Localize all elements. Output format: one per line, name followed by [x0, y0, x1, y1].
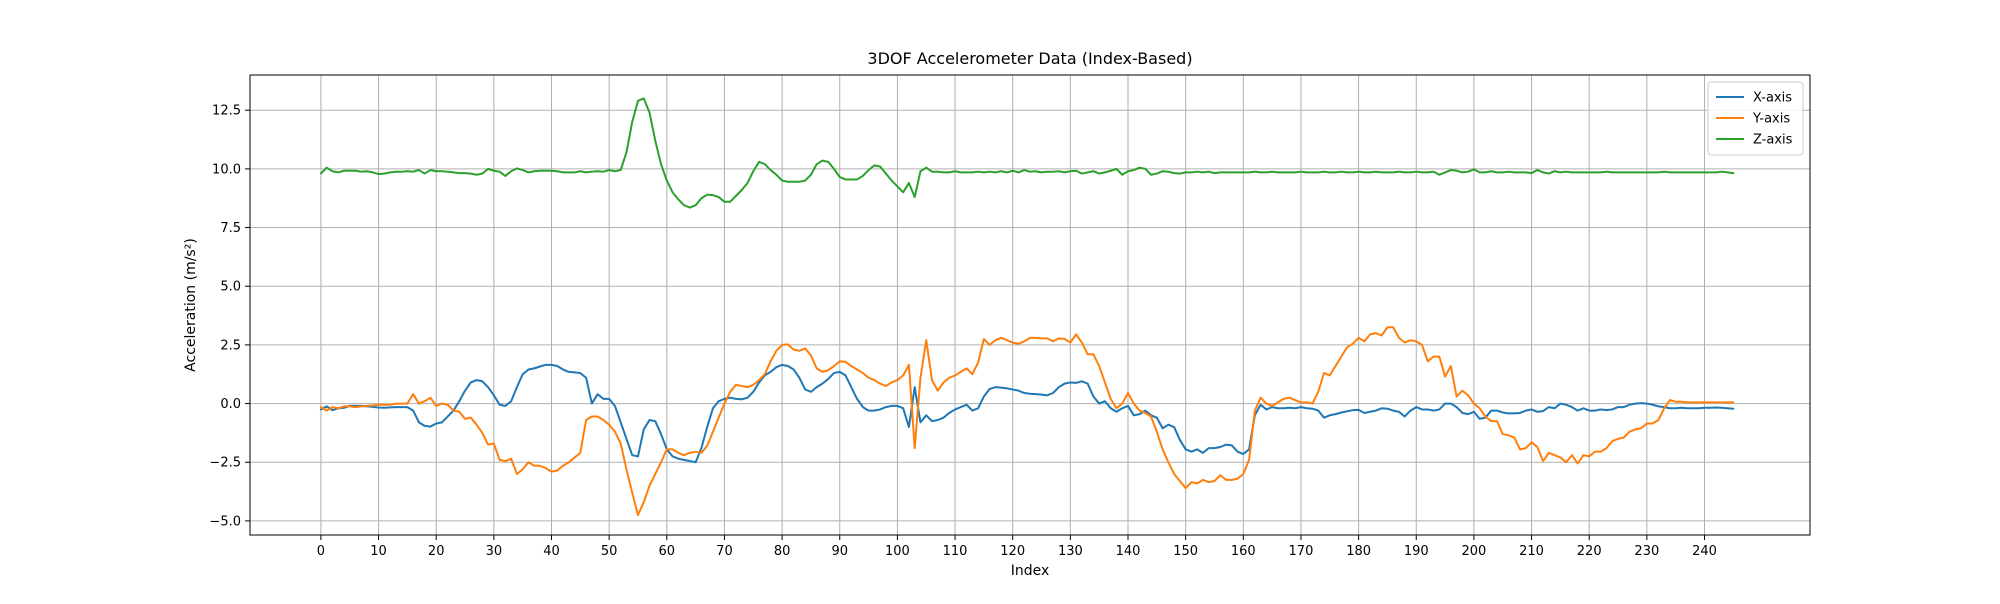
- x-tick-label: 20: [428, 544, 445, 559]
- x-axis-label: Index: [1011, 563, 1050, 579]
- y-tick-label: 7.5: [220, 221, 241, 236]
- y-tick-label: 0.0: [220, 397, 241, 412]
- y-tick-label: 12.5: [212, 104, 241, 119]
- x-tick-label: 190: [1404, 544, 1429, 559]
- x-tick-label: 90: [831, 544, 848, 559]
- x-tick-label: 130: [1058, 544, 1083, 559]
- y-tick-label: −5.0: [209, 514, 241, 529]
- x-tick-label: 110: [943, 544, 968, 559]
- axis-ticks: 0 10 20 30 40 50 60 70 80 90 100 110 120 130 140 150 160…: [209, 104, 1716, 559]
- y-tick-label: 10.0: [212, 162, 241, 177]
- x-tick-label: 220: [1577, 544, 1602, 559]
- data-series: [319, 97, 1735, 517]
- x-tick-label: 50: [601, 544, 618, 559]
- x-tick-label: 40: [543, 544, 560, 559]
- x-tick-label: 170: [1289, 544, 1314, 559]
- y-tick-label: −2.5: [209, 456, 241, 471]
- x-tick-label: 100: [885, 544, 910, 559]
- x-tick-label: 120: [1000, 544, 1025, 559]
- x-tick-label: 80: [774, 544, 791, 559]
- series-line-z-axis: [319, 97, 1735, 209]
- x-tick-label: 160: [1231, 544, 1256, 559]
- x-tick-label: 30: [486, 544, 503, 559]
- series-line-x-axis: [319, 363, 1735, 464]
- legend-label-y-axis: Y-axis: [1752, 112, 1790, 127]
- x-tick-label: 210: [1519, 544, 1544, 559]
- legend: X-axis Y-axis Z-axis: [1707, 81, 1804, 156]
- x-tick-label: 230: [1634, 544, 1659, 559]
- x-tick-label: 180: [1346, 544, 1371, 559]
- chart-title: 3DOF Accelerometer Data (Index-Based): [867, 49, 1192, 68]
- y-tick-label: 2.5: [220, 338, 241, 353]
- legend-box: [1707, 81, 1804, 156]
- x-tick-label: 240: [1692, 544, 1717, 559]
- x-tick-label: 10: [370, 544, 387, 559]
- series-line-y-axis: [319, 326, 1735, 517]
- plot-frame: [249, 74, 1811, 536]
- y-tick-label: 5.0: [220, 280, 241, 295]
- x-tick-label: 60: [659, 544, 676, 559]
- x-tick-label: 140: [1116, 544, 1141, 559]
- legend-label-x-axis: X-axis: [1753, 91, 1792, 106]
- y-axis-label: Acceleration (m/s²): [183, 238, 199, 372]
- x-tick-label: 70: [716, 544, 733, 559]
- x-tick-label: 0: [317, 544, 325, 559]
- x-tick-label: 150: [1173, 544, 1198, 559]
- grid-lines: [250, 75, 1810, 535]
- legend-label-z-axis: Z-axis: [1753, 133, 1793, 148]
- x-tick-label: 200: [1461, 544, 1486, 559]
